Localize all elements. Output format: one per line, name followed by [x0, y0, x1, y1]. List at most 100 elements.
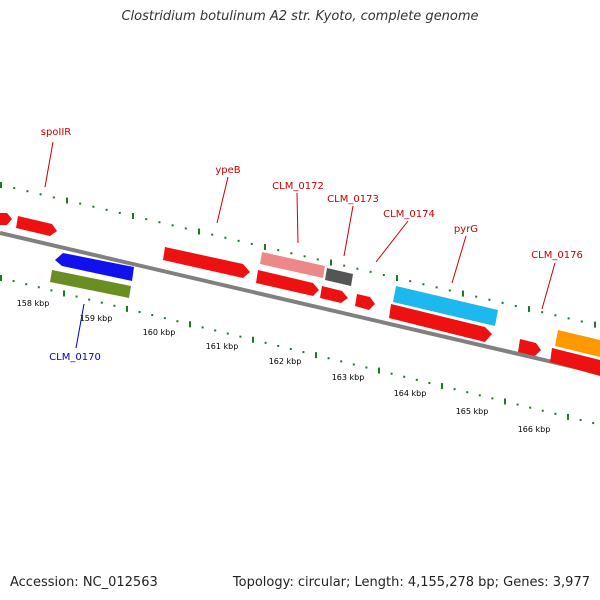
gene-arrow-CLM_0176[interactable]	[518, 339, 541, 356]
gene-bar-CLM_0170-olive[interactable]	[50, 270, 131, 298]
inner-ring-minor-tick	[151, 314, 154, 317]
inner-ring-minor-tick	[176, 320, 179, 323]
inner-ring-minor-tick	[541, 409, 544, 412]
label-CLM_0170[interactable]: CLM_0170	[49, 352, 101, 363]
gene-labels: spoIIR ypeB CLM_0172 CLM_0173 CLM_0174 p…	[41, 127, 583, 363]
outer-ring-major-tick	[462, 290, 464, 297]
inner-ring-minor-tick	[88, 298, 91, 301]
inner-ring-minor-tick	[453, 388, 456, 391]
outer-ring-minor-tick	[580, 320, 583, 323]
scale-label-165: 165 kbp	[456, 407, 489, 416]
gene-arrow-CLM_0174[interactable]	[355, 294, 375, 310]
gene-features	[0, 213, 600, 376]
label-leader-lines	[44, 141, 556, 349]
label-CLM_0173[interactable]: CLM_0173	[327, 194, 379, 205]
inner-ring-minor-tick	[289, 348, 292, 351]
outer-tick-ring	[0, 182, 596, 328]
outer-ring-major-tick	[594, 321, 596, 328]
inner-ring-minor-tick	[138, 310, 141, 313]
gene-arrow-ypeB[interactable]	[163, 247, 250, 278]
gene-arrow-right-edge[interactable]	[550, 348, 600, 376]
label-ypeB[interactable]: ypeB	[215, 165, 240, 176]
inner-ring-minor-tick	[554, 412, 557, 415]
scale-label-161: 161 kbp	[206, 342, 239, 351]
label-pyrG[interactable]: pyrG	[454, 224, 478, 235]
label-CLM_0174[interactable]: CLM_0174	[383, 209, 435, 220]
inner-ring-major-tick	[378, 367, 380, 374]
inner-ring-minor-tick	[491, 397, 494, 400]
outer-ring-minor-tick	[211, 233, 214, 236]
outer-ring-minor-tick	[448, 289, 451, 292]
inner-ring-minor-tick	[428, 381, 431, 384]
inner-ring-minor-tick	[50, 289, 53, 292]
leader-CLM_0172	[296, 192, 299, 244]
outer-ring-major-tick	[330, 259, 332, 266]
inner-ring-minor-tick	[37, 286, 40, 289]
outer-ring-minor-tick	[316, 258, 319, 261]
gene-arrow-pyrG-2[interactable]	[389, 304, 492, 342]
outer-ring-major-tick	[66, 197, 68, 204]
gene-bar-pyrG[interactable]	[393, 286, 498, 326]
inner-ring-major-tick	[0, 275, 2, 281]
outer-ring-minor-tick	[158, 221, 161, 224]
outer-ring-minor-tick	[224, 236, 227, 239]
outer-ring-major-tick	[198, 228, 200, 235]
inner-ring-major-tick	[126, 305, 128, 312]
inner-ring-minor-tick	[201, 326, 204, 329]
outer-ring-minor-tick	[554, 314, 557, 317]
inner-ring-major-tick	[504, 398, 506, 405]
inner-ring-minor-tick	[592, 422, 595, 425]
leader-CLM_0174	[375, 220, 409, 263]
outer-ring-minor-tick	[514, 304, 517, 307]
outer-ring-minor-tick	[501, 301, 504, 304]
scale-label-158: 158 kbp	[17, 299, 50, 308]
gene-arrow-CLM_0172-2[interactable]	[320, 286, 348, 303]
inner-ring-minor-tick	[239, 335, 242, 338]
leader-ypeB	[216, 176, 229, 224]
outer-ring-minor-tick	[488, 298, 491, 301]
outer-ring-major-tick	[396, 275, 398, 282]
outer-ring-minor-tick	[435, 286, 438, 289]
outer-ring-minor-tick	[184, 227, 187, 230]
inner-ring-minor-tick	[25, 283, 28, 286]
inner-ring-minor-tick	[100, 301, 103, 304]
leader-spoIIR	[44, 141, 54, 188]
outer-ring-minor-tick	[105, 208, 108, 211]
outer-ring-minor-tick	[13, 187, 16, 190]
inner-ring-minor-tick	[352, 363, 355, 366]
gene-bar-orange[interactable]	[555, 330, 600, 357]
gene-bar-CLM_0172[interactable]	[260, 252, 325, 278]
outer-ring-minor-tick	[475, 295, 478, 298]
outer-ring-minor-tick	[92, 205, 95, 208]
accession-text: Accession: NC_012563	[10, 575, 158, 590]
leader-pyrG	[451, 235, 467, 284]
gene-bar-CLM_0173[interactable]	[325, 268, 353, 286]
scale-labels: 158 kbp 159 kbp 160 kbp 161 kbp 162 kbp …	[17, 299, 551, 434]
inner-ring-minor-tick	[277, 344, 280, 347]
genome-stats-text: Topology: circular; Length: 4,155,278 bp…	[232, 575, 590, 590]
leader-CLM_0173	[343, 205, 354, 257]
gene-arrow-CLM_0170[interactable]	[55, 253, 134, 281]
inner-ring-major-tick	[315, 352, 317, 359]
scale-label-159: 159 kbp	[80, 314, 113, 323]
outer-ring-minor-tick	[26, 190, 29, 193]
outer-ring-minor-tick	[290, 252, 293, 255]
gene-arrow-spoIIR[interactable]	[16, 216, 57, 236]
outer-ring-minor-tick	[39, 193, 42, 196]
outer-ring-minor-tick	[356, 267, 359, 270]
outer-ring-minor-tick	[409, 280, 412, 283]
outer-ring-minor-tick	[567, 317, 570, 320]
inner-ring-major-tick	[567, 413, 569, 420]
outer-ring-minor-tick	[79, 202, 82, 205]
inner-ring-minor-tick	[365, 366, 368, 369]
label-spoIIR[interactable]: spoIIR	[41, 127, 72, 138]
inner-ring-minor-tick	[478, 394, 481, 397]
label-CLM_0176[interactable]: CLM_0176	[531, 250, 583, 261]
scale-label-162: 162 kbp	[269, 357, 302, 366]
label-CLM_0172[interactable]: CLM_0172	[272, 181, 324, 192]
outer-ring-minor-tick	[237, 239, 240, 242]
outer-ring-minor-tick	[277, 249, 280, 252]
inner-ring-minor-tick	[226, 332, 229, 335]
gene-arrow-ypeB-2[interactable]	[256, 270, 319, 296]
gene-arrow-offscreen-left[interactable]	[0, 213, 12, 225]
